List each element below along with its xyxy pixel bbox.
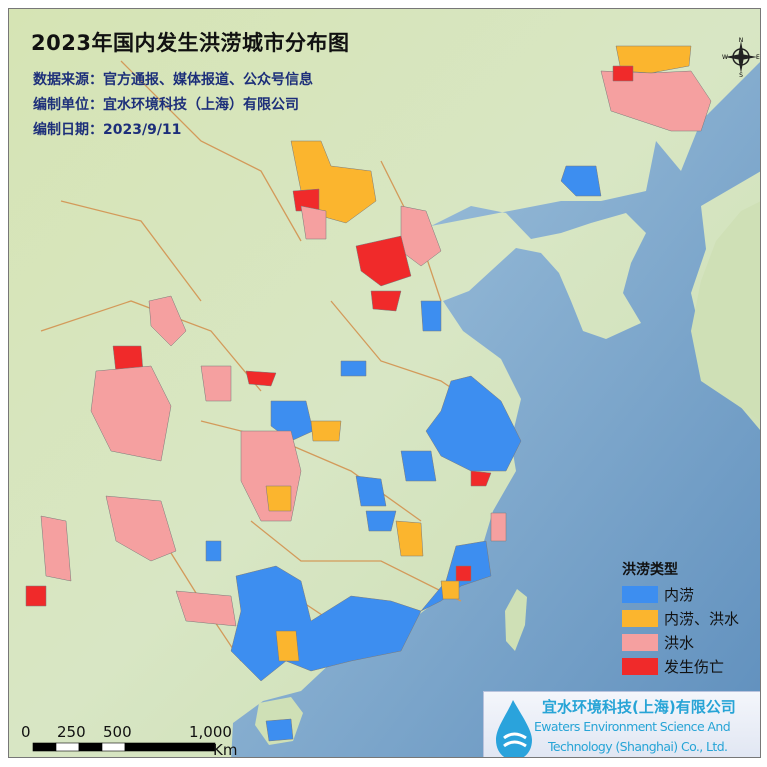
compass-e: E bbox=[756, 54, 760, 61]
casualty-region bbox=[370, 290, 402, 312]
compile-date: 编制日期：2023/9/11 bbox=[33, 122, 182, 138]
data-source: 数据来源：官方通报、媒体报道、公众号信息 bbox=[33, 72, 313, 88]
flood-region bbox=[90, 365, 172, 462]
flood-region bbox=[148, 295, 187, 347]
scale-bar-segment bbox=[55, 742, 80, 752]
waterlogging-flood-region bbox=[310, 420, 342, 442]
compiler: 编制单位：宜水环境科技（上海）有限公司 bbox=[33, 97, 299, 113]
flood-region bbox=[300, 205, 327, 240]
waterlogging-region bbox=[400, 450, 437, 482]
legend-item-waterlogging: 内涝 bbox=[622, 582, 739, 606]
ocean bbox=[231, 62, 760, 757]
legend-swatch bbox=[622, 633, 658, 651]
flood-region bbox=[600, 70, 712, 132]
waterlogging-flood-region bbox=[395, 520, 424, 557]
legend-item-casualties: 发生伤亡 bbox=[622, 654, 739, 678]
compass-s: S bbox=[739, 72, 743, 77]
casualty-region bbox=[612, 65, 634, 82]
flood-regions bbox=[25, 45, 712, 742]
waterlogging-region bbox=[560, 165, 602, 197]
scale-bar-segment bbox=[124, 742, 216, 752]
flood-region bbox=[40, 515, 72, 582]
legend-label: 洪水 bbox=[664, 633, 695, 652]
casualty-region bbox=[25, 585, 47, 607]
waterlogging-region bbox=[205, 540, 222, 562]
compass-w: W bbox=[722, 54, 728, 61]
taiwan-land bbox=[505, 589, 527, 651]
company-logo: 宜水环境科技(上海)有限公司 Ewaters Environment Scien… bbox=[483, 691, 760, 757]
waterlogging-flood-region bbox=[275, 630, 300, 662]
legend-label: 内涝、洪水 bbox=[664, 609, 740, 628]
scale-label-1000: 1,000 bbox=[189, 723, 232, 741]
waterlogging-flood-region bbox=[440, 580, 460, 600]
flood-region bbox=[105, 495, 177, 562]
scale-unit: Km bbox=[213, 741, 238, 758]
flood-region bbox=[490, 512, 507, 542]
waterlogging-region bbox=[355, 475, 387, 507]
waterlogging-region bbox=[425, 375, 522, 472]
legend-item-flood: 洪水 bbox=[622, 630, 739, 654]
compass-icon: N W E S bbox=[721, 37, 760, 77]
casualty-region bbox=[470, 470, 492, 487]
legend-label: 内涝 bbox=[664, 585, 695, 604]
waterlogging-region bbox=[420, 300, 442, 332]
legend: 洪涝类型 内涝 内涝、洪水 洪水 发生伤亡 bbox=[622, 559, 739, 678]
legend-swatch bbox=[622, 657, 658, 675]
logo-name-en: Technology (Shanghai) Co., Ltd. bbox=[548, 739, 728, 754]
map-title: 2023年国内发生洪涝城市分布图 bbox=[31, 31, 350, 55]
casualty-region bbox=[355, 235, 412, 287]
logo-name-en: Ewaters Environment Science And bbox=[534, 719, 731, 734]
province-border bbox=[120, 60, 302, 242]
scale-bar-segment bbox=[101, 742, 126, 752]
flood-map bbox=[9, 9, 760, 757]
casualty-region bbox=[455, 565, 472, 582]
legend-swatch bbox=[622, 609, 658, 627]
compass-n: N bbox=[739, 37, 744, 44]
waterlogging-region bbox=[365, 510, 397, 532]
japan-land bbox=[691, 201, 760, 421]
logo-name-cn: 宜水环境科技(上海)有限公司 bbox=[542, 698, 736, 716]
scale-bar-segment bbox=[78, 742, 103, 752]
waterlogging-region bbox=[340, 360, 367, 377]
province-border bbox=[250, 520, 462, 602]
waterlogging-region bbox=[265, 718, 294, 742]
scale-bar-segment bbox=[32, 742, 57, 752]
casualty-region bbox=[245, 370, 277, 387]
water-drop-icon bbox=[496, 700, 532, 757]
province-border bbox=[60, 200, 202, 302]
scale-label-250: 250 bbox=[57, 723, 86, 741]
waterlogging-flood-region bbox=[265, 485, 292, 512]
flood-region bbox=[200, 365, 232, 402]
scale-bar bbox=[32, 742, 216, 752]
legend-label: 发生伤亡 bbox=[664, 657, 725, 676]
flood-region bbox=[175, 590, 237, 627]
legend-swatch bbox=[622, 585, 658, 603]
scale-label-500: 500 bbox=[103, 723, 132, 741]
map-frame: 2023年国内发生洪涝城市分布图 数据来源：官方通报、媒体报道、公众号信息 编制… bbox=[8, 8, 761, 758]
scale-label-0: 0 bbox=[21, 723, 31, 741]
legend-title: 洪涝类型 bbox=[622, 562, 678, 578]
legend-item-waterlogging-flood: 内涝、洪水 bbox=[622, 606, 739, 630]
